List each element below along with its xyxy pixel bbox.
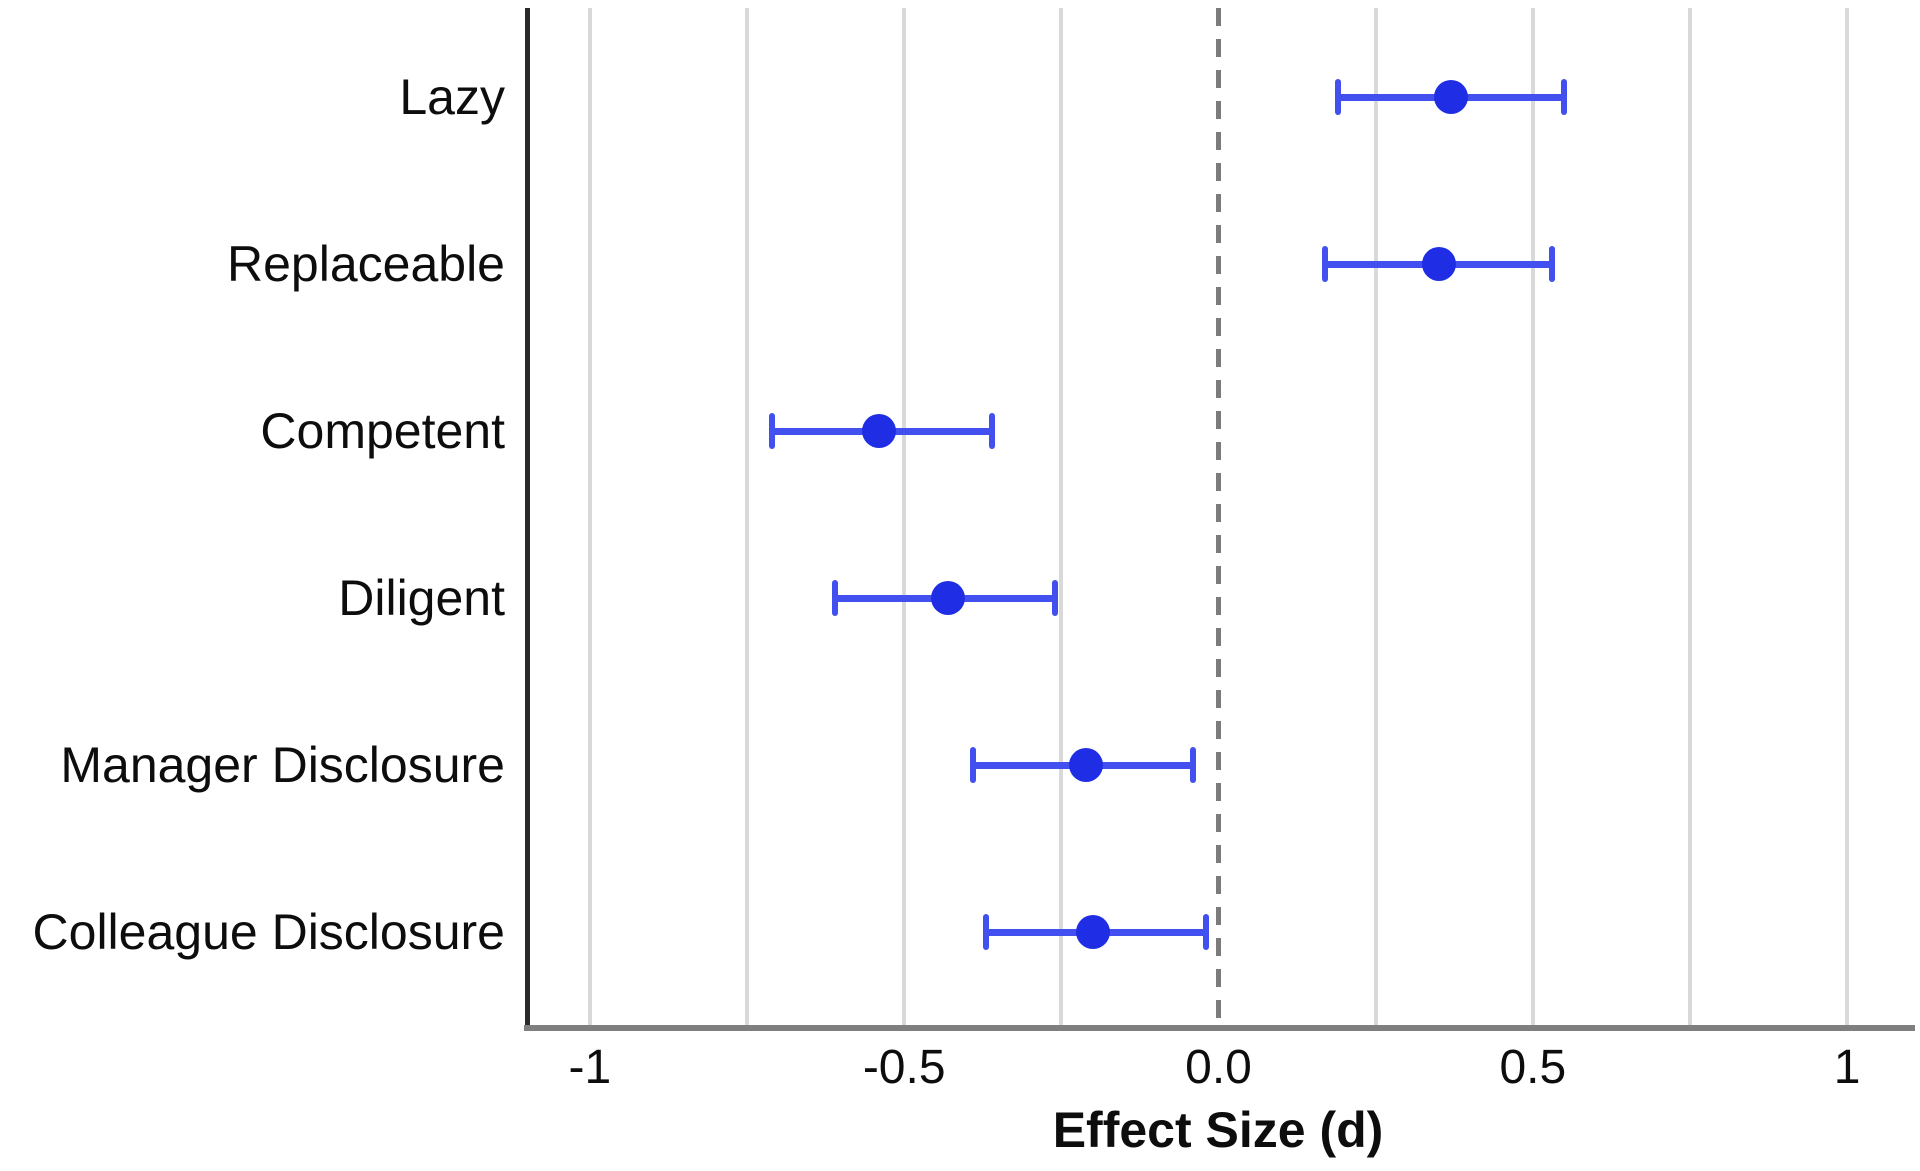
category-label: Competent (260, 403, 505, 459)
point-estimate-dot (931, 581, 966, 615)
error-bar-cap-left (970, 747, 977, 783)
point-estimate-dot (1069, 748, 1104, 782)
error-bar-cap-left (1322, 246, 1329, 282)
error-bar-cap-right (1052, 580, 1059, 616)
x-tick-label: 0.0 (1185, 1041, 1252, 1094)
gridline (1687, 8, 1692, 1028)
category-label: Lazy (399, 69, 505, 125)
error-bar-cap-right (1561, 79, 1568, 115)
zero-reference-line (1216, 8, 1221, 1028)
y-axis-line (524, 8, 530, 1028)
error-bar-cap-right (1190, 747, 1197, 783)
error-bar-cap-left (832, 580, 839, 616)
gridline (902, 8, 907, 1028)
category-label: Replaceable (227, 236, 505, 292)
category-label: Diligent (338, 570, 505, 626)
error-bar-cap-right (1202, 914, 1209, 950)
gridline (1373, 8, 1378, 1028)
category-label: Colleague Disclosure (32, 904, 505, 960)
x-tick-label: 0.5 (1499, 1041, 1567, 1094)
x-tick-label: -0.5 (862, 1041, 946, 1094)
gridline (1845, 8, 1850, 1028)
x-tick-label: 1 (1833, 1041, 1861, 1094)
x-tick-label: -1 (568, 1041, 612, 1094)
x-axis-line (524, 1025, 1915, 1031)
error-bar-cap-left (769, 413, 776, 449)
gridline (1059, 8, 1064, 1028)
point-estimate-dot (1434, 80, 1469, 114)
x-axis-title: Effect Size (d) (1052, 1102, 1384, 1158)
point-estimate-dot (1075, 915, 1110, 949)
gridline (587, 8, 592, 1028)
gridline (745, 8, 750, 1028)
point-estimate-dot (1421, 247, 1456, 281)
error-bar-cap-right (989, 413, 996, 449)
error-bar-cap-left (982, 914, 989, 950)
point-estimate-dot (862, 414, 897, 448)
category-label: Manager Disclosure (60, 737, 505, 793)
gridline (1530, 8, 1535, 1028)
error-bar-cap-left (1334, 79, 1341, 115)
error-bar-cap-right (1548, 246, 1555, 282)
